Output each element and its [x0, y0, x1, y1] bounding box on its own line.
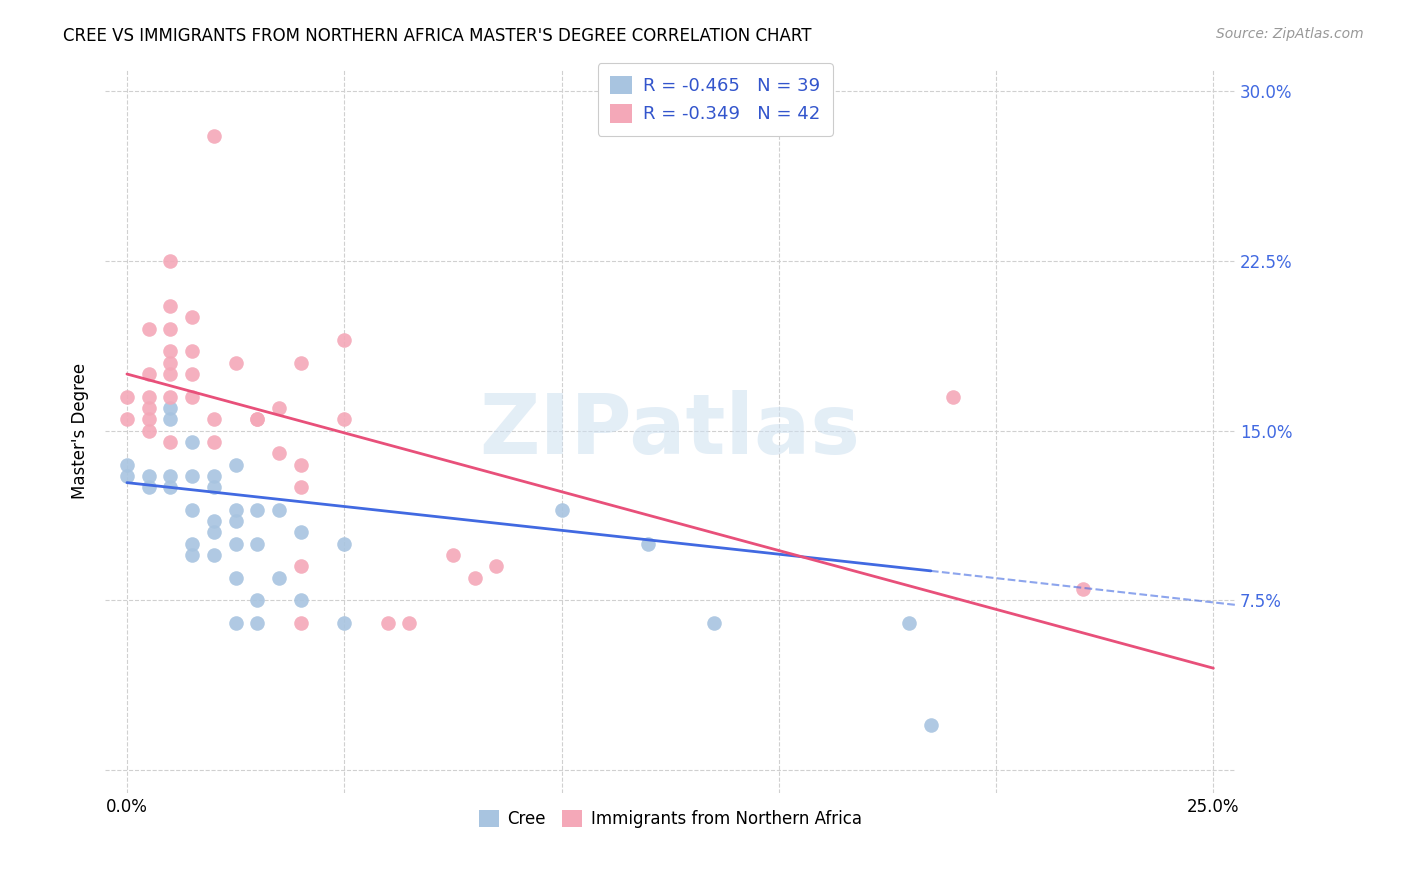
- Point: [181, 548, 204, 562]
- Point: [225, 503, 247, 517]
- Point: [464, 571, 486, 585]
- Point: [225, 356, 247, 370]
- Point: [267, 503, 290, 517]
- Point: [159, 390, 181, 404]
- Point: [202, 480, 225, 494]
- Point: [246, 593, 269, 607]
- Point: [159, 480, 181, 494]
- Point: [202, 129, 225, 144]
- Point: [333, 333, 356, 347]
- Point: [159, 344, 181, 359]
- Point: [225, 458, 247, 472]
- Point: [267, 446, 290, 460]
- Point: [290, 593, 312, 607]
- Text: ZIPatlas: ZIPatlas: [479, 390, 860, 471]
- Legend: Cree, Immigrants from Northern Africa: Cree, Immigrants from Northern Africa: [472, 804, 869, 835]
- Point: [290, 615, 312, 630]
- Point: [181, 310, 204, 325]
- Point: [115, 412, 138, 426]
- Text: CREE VS IMMIGRANTS FROM NORTHERN AFRICA MASTER'S DEGREE CORRELATION CHART: CREE VS IMMIGRANTS FROM NORTHERN AFRICA …: [63, 27, 811, 45]
- Point: [398, 615, 420, 630]
- Point: [181, 537, 204, 551]
- Point: [246, 412, 269, 426]
- Point: [181, 344, 204, 359]
- Point: [246, 615, 269, 630]
- Text: Source: ZipAtlas.com: Source: ZipAtlas.com: [1216, 27, 1364, 41]
- Point: [138, 412, 160, 426]
- Point: [159, 434, 181, 449]
- Point: [181, 434, 204, 449]
- Point: [441, 548, 464, 562]
- Point: [290, 559, 312, 574]
- Point: [898, 615, 921, 630]
- Point: [202, 468, 225, 483]
- Point: [159, 367, 181, 381]
- Point: [290, 480, 312, 494]
- Point: [181, 367, 204, 381]
- Point: [333, 615, 356, 630]
- Point: [202, 514, 225, 528]
- Point: [377, 615, 399, 630]
- Point: [267, 401, 290, 415]
- Point: [246, 412, 269, 426]
- Point: [202, 412, 225, 426]
- Point: [159, 468, 181, 483]
- Point: [159, 322, 181, 336]
- Point: [246, 503, 269, 517]
- Point: [181, 503, 204, 517]
- Point: [159, 356, 181, 370]
- Point: [290, 525, 312, 540]
- Point: [138, 322, 160, 336]
- Point: [138, 468, 160, 483]
- Point: [202, 548, 225, 562]
- Point: [225, 615, 247, 630]
- Point: [202, 525, 225, 540]
- Point: [637, 537, 659, 551]
- Point: [181, 468, 204, 483]
- Point: [333, 412, 356, 426]
- Point: [138, 480, 160, 494]
- Point: [920, 718, 942, 732]
- Point: [138, 367, 160, 381]
- Point: [942, 390, 965, 404]
- Point: [115, 468, 138, 483]
- Y-axis label: Master's Degree: Master's Degree: [72, 362, 89, 499]
- Point: [1071, 582, 1094, 596]
- Point: [485, 559, 508, 574]
- Point: [333, 537, 356, 551]
- Point: [159, 299, 181, 313]
- Point: [225, 571, 247, 585]
- Point: [550, 503, 572, 517]
- Point: [138, 401, 160, 415]
- Point: [159, 401, 181, 415]
- Point: [138, 424, 160, 438]
- Point: [159, 412, 181, 426]
- Point: [159, 253, 181, 268]
- Point: [290, 458, 312, 472]
- Point: [181, 390, 204, 404]
- Point: [703, 615, 725, 630]
- Point: [290, 356, 312, 370]
- Point: [246, 537, 269, 551]
- Point: [267, 571, 290, 585]
- Point: [115, 390, 138, 404]
- Point: [138, 390, 160, 404]
- Point: [202, 434, 225, 449]
- Point: [115, 458, 138, 472]
- Point: [225, 514, 247, 528]
- Point: [225, 537, 247, 551]
